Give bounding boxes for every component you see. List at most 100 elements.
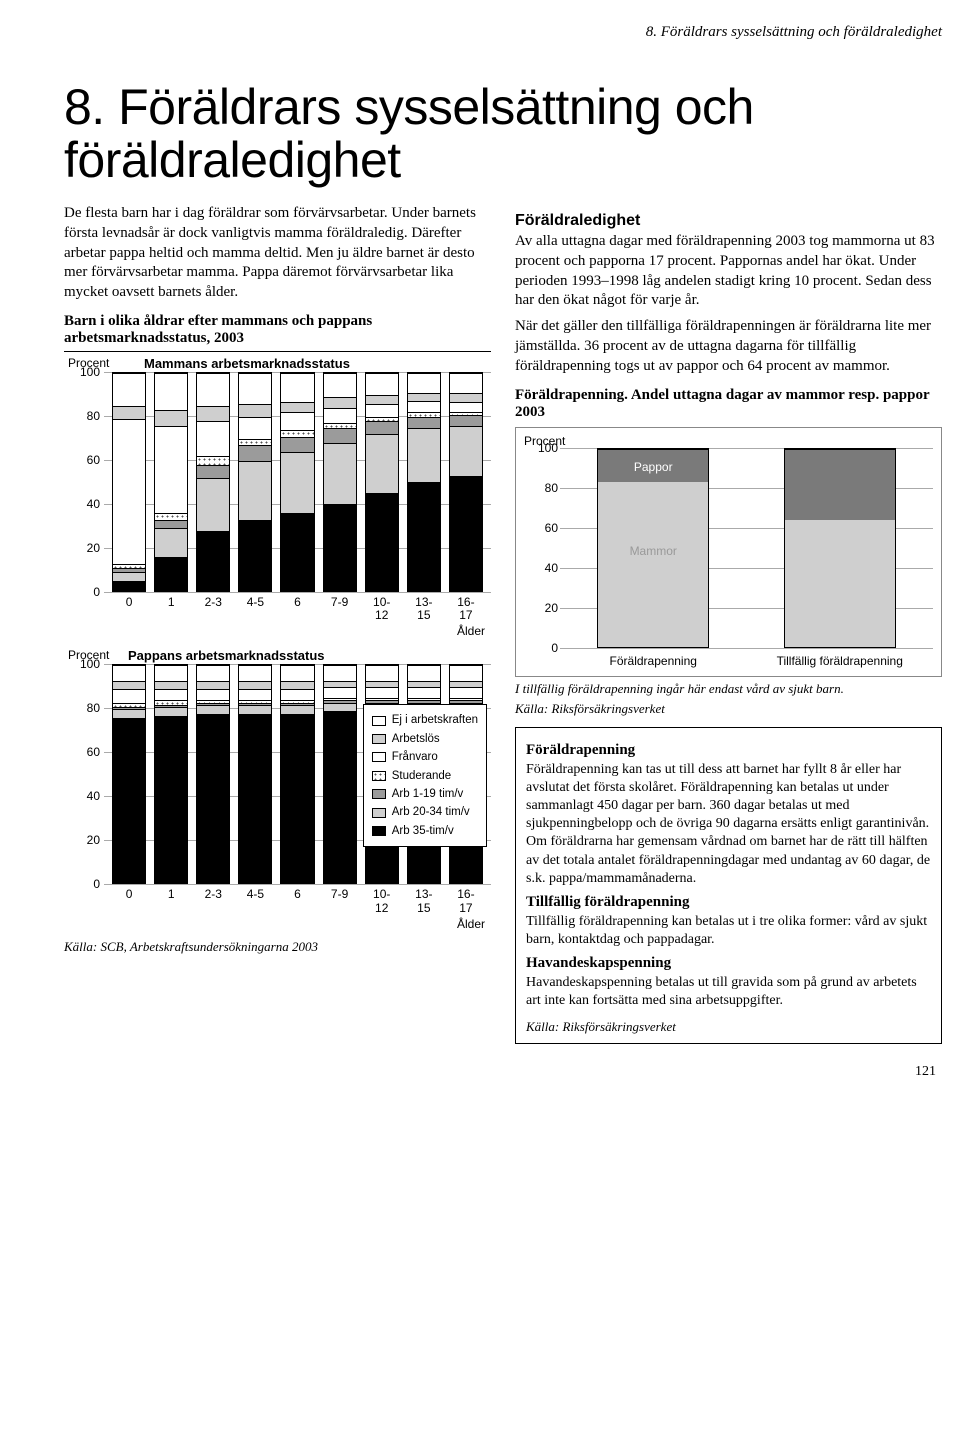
bar-segment-fran <box>281 412 313 430</box>
bar2-seg-mammor <box>598 482 708 646</box>
bar-segment-arb1_19 <box>366 421 398 434</box>
x-tick: 2-3 <box>196 596 230 622</box>
bar-segment-arb20_34 <box>239 461 271 520</box>
bar-segment-arb35 <box>197 714 229 885</box>
legend-item-ej: Ej i arbetskraften <box>372 711 478 729</box>
bar-segment-fran <box>239 417 271 439</box>
bar-segment-fran <box>366 404 398 417</box>
bar-segment-fran <box>239 689 271 700</box>
bar-segment-ej <box>113 665 145 680</box>
bar-segment-arbetslos <box>113 406 145 419</box>
stacked-bar <box>407 372 441 592</box>
y-tick: 0 <box>70 585 100 599</box>
x-tick: 4-5 <box>238 596 272 622</box>
chart-pappans: Procent Pappans arbetsmarknadsstatus 020… <box>64 648 491 930</box>
x-tick: 7-9 <box>323 596 357 622</box>
bar-segment-arb35 <box>197 531 229 592</box>
bar-segment-arb35 <box>281 513 313 592</box>
stacked-bar <box>280 664 314 884</box>
bar-segment-arbetslos <box>155 681 187 690</box>
page-title: 8. Föräldrars sysselsättning och föräldr… <box>64 81 942 186</box>
bar-segment-ej <box>408 373 440 393</box>
y-tick: 80 <box>70 409 100 423</box>
stacked-bar <box>280 372 314 592</box>
bar-segment-ej <box>281 373 313 401</box>
x-tick: 4-5 <box>238 888 272 914</box>
running-head: 8. Föräldrars sysselsättning och föräldr… <box>64 24 942 41</box>
chart-pappans-xticks: 012-34-567-910- 1213- 1516- 17 <box>104 888 491 914</box>
chart-pappans-wrap: Procent Pappans arbetsmarknadsstatus 020… <box>64 648 491 930</box>
legend-item-arbetslos: Arbetslös <box>372 730 478 748</box>
bar-segment-arb20_34 <box>239 705 271 714</box>
chart-mammans-plot: 020406080100 <box>104 372 491 592</box>
x-tick: Föräldrapenning <box>579 654 728 668</box>
x-tick: 10- 12 <box>365 596 399 622</box>
y-tick: 80 <box>70 701 100 715</box>
stacked-bar <box>238 372 272 592</box>
x-tick: 1 <box>154 596 188 622</box>
bar-segment-arb35 <box>113 581 145 592</box>
y-tick: 60 <box>70 453 100 467</box>
right-p2: När det gäller den tillfälliga föräldrap… <box>515 317 942 376</box>
bar-segment-arb1_19 <box>324 428 356 443</box>
stacked-bar <box>449 372 483 592</box>
bar-segment-arb20_34 <box>408 428 440 483</box>
x-tick: 1 <box>154 888 188 914</box>
chart2-wrap: Procent 020406080100PapporMammor Föräldr… <box>515 427 942 677</box>
bar-segment-arbetslos <box>197 406 229 421</box>
legend-item-arb35: Arb 35-tim/v <box>372 822 478 840</box>
legend-item-fran: Frånvaro <box>372 748 478 766</box>
bar-segment-fran <box>197 421 229 456</box>
bar-segment-arbetslos <box>239 404 271 417</box>
bar-segment-fran <box>450 687 482 698</box>
bar-segment-arb35 <box>239 520 271 592</box>
stacked-bar <box>323 372 357 592</box>
legend-item-arb1_19: Arb 1-19 tim/v <box>372 785 478 803</box>
stacked-chart-title: Barn i olika åldrar efter mammans och pa… <box>64 313 491 347</box>
bar-segment-arb20_34 <box>281 705 313 714</box>
bar-segment-arbetslos <box>113 681 145 690</box>
y-tick: 100 <box>70 365 100 379</box>
page-number: 121 <box>64 1064 942 1080</box>
y-tick: 40 <box>70 789 100 803</box>
chart2-title: Föräldrapenning. Andel uttagna dagar av … <box>515 387 942 421</box>
right-p1: Av alla uttagna dagar med föräldrapennin… <box>515 232 942 311</box>
chart2-xticks: Föräldrapenning Tillfällig föräldrapennin… <box>560 654 933 668</box>
x-tick: 6 <box>280 888 314 914</box>
bar-segment-arbetslos <box>281 402 313 413</box>
bar-segment-ej <box>324 665 356 680</box>
infobox-t3: Havandeskapspenning <box>526 955 931 972</box>
infobox-source: Källa: Riksförsäkringsverket <box>526 1019 931 1035</box>
bar2-label-mammor: Mammor <box>630 544 677 558</box>
chart-pappans-subtitle: Pappans arbetsmarknadsstatus <box>128 648 325 663</box>
bar-segment-arb20_34 <box>450 426 482 476</box>
x-tick: Tillfällig föräldrapenning <box>765 654 914 668</box>
bar-segment-arb1_19 <box>281 437 313 452</box>
y-tick: 0 <box>70 877 100 891</box>
bar-segment-arbetslos <box>366 395 398 404</box>
bar-segment-arb1_19 <box>450 415 482 426</box>
stacked-bar <box>196 664 230 884</box>
stacked-bar <box>196 372 230 592</box>
bar-segment-fran <box>197 689 229 700</box>
bar-segment-ej <box>113 373 145 406</box>
chart-mammans-wrap: Procent Mammans arbetsmarknadsstatus 020… <box>64 351 491 638</box>
bar-segment-arb35 <box>155 557 187 592</box>
bar-segment-arb1_19 <box>197 465 229 478</box>
bar-segment-arbetslos <box>408 393 440 402</box>
stacked-bar <box>112 664 146 884</box>
bar-segment-arb20_34 <box>113 709 145 718</box>
bar-segment-arb35 <box>155 716 187 885</box>
bar-segment-arb1_19 <box>408 417 440 428</box>
intro-paragraph: De flesta barn har i dag föräldrar som f… <box>64 204 491 303</box>
bar-segment-fran <box>281 689 313 700</box>
x-tick: 13- 15 <box>407 596 441 622</box>
bar-segment-stud <box>197 456 229 465</box>
infobox-p2: Tillfällig föräldrapenning kan betalas u… <box>526 913 931 949</box>
bar2-seg-pappor <box>785 449 895 520</box>
left-chart-source: Källa: SCB, Arbetskraftsundersökningarna… <box>64 939 491 955</box>
bar-segment-ej <box>197 665 229 680</box>
chart-mammans-subtitle: Mammans arbetsmarknadsstatus <box>144 356 350 371</box>
infobox-p1: Föräldrapenning kan tas ut till dess att… <box>526 761 931 888</box>
bar-segment-arb35 <box>281 714 313 885</box>
